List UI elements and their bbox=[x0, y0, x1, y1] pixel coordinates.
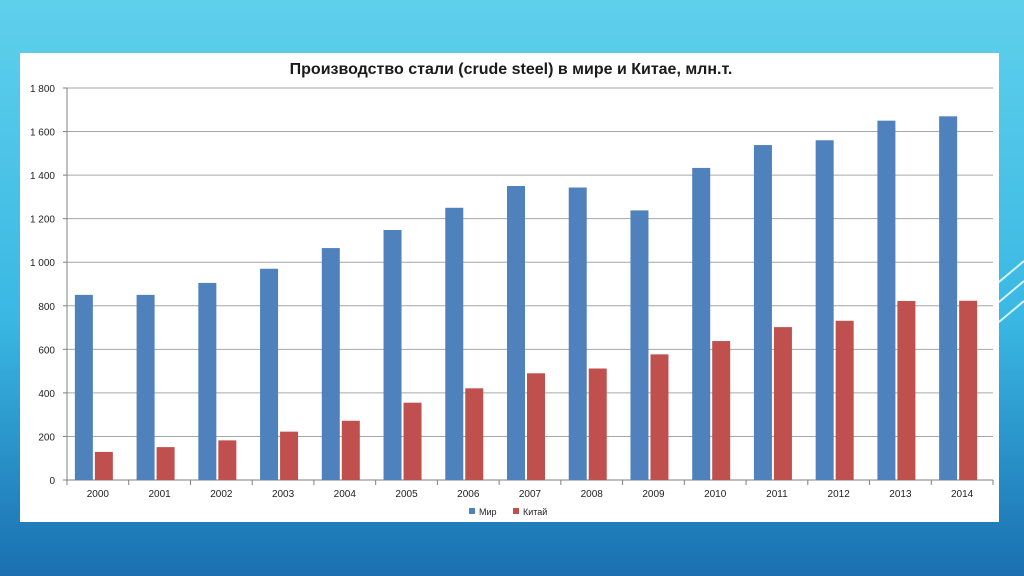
bar-Мир-2012 bbox=[815, 140, 834, 480]
x-tick-labels: 2000 2001 2002 2003 2004 2005 2006 2007 2008 2009… bbox=[87, 489, 974, 500]
x-tick-label: 2003 bbox=[272, 489, 295, 500]
bar-Китай-2000 bbox=[94, 451, 113, 480]
y-tick-label: 200 bbox=[38, 432, 55, 443]
bar-Мир-2000 bbox=[74, 294, 93, 480]
y-tick-label: 600 bbox=[38, 345, 55, 356]
y-tick-label: 1 400 bbox=[30, 171, 55, 182]
bar-Китай-2013 bbox=[897, 300, 916, 480]
x-tick-label: 2008 bbox=[581, 489, 604, 500]
bar-Мир-2002 bbox=[198, 282, 217, 480]
x-tick-label: 2013 bbox=[889, 489, 912, 500]
x-tick-label: 2014 bbox=[951, 489, 974, 500]
bar-Мир-2007 bbox=[507, 186, 525, 480]
legend-swatch-Китай bbox=[513, 508, 519, 514]
legend: Мир Китай bbox=[469, 507, 547, 517]
bar-Мир-2006 bbox=[445, 207, 464, 480]
x-tick-label: 2004 bbox=[334, 489, 357, 500]
gridlines bbox=[67, 87, 993, 437]
decorative-stripes bbox=[995, 250, 1024, 330]
y-tick-label: 800 bbox=[38, 302, 55, 313]
bar-Мир-2008 bbox=[568, 187, 587, 480]
bar-Китай-2006 bbox=[465, 388, 484, 480]
bar-Китай-2014 bbox=[959, 300, 978, 480]
y-tick-label: 0 bbox=[49, 476, 55, 487]
bar-Мир-2011 bbox=[753, 145, 772, 480]
bar-Мир-2014 bbox=[939, 116, 958, 481]
x-tick-label: 2006 bbox=[457, 489, 480, 500]
bar-chart: Производство стали (crude steel) в мире … bbox=[30, 61, 994, 517]
bar-Китай-2008 bbox=[588, 368, 607, 480]
bar-Китай-2005 bbox=[403, 402, 422, 480]
x-tick-label: 2001 bbox=[148, 489, 171, 500]
chart-panel: Производство стали (crude steel) в мире … bbox=[20, 53, 999, 522]
bar-Мир-2010 bbox=[692, 167, 711, 480]
x-tick-label: 2011 bbox=[766, 489, 788, 500]
bar-Китай-2011 bbox=[773, 327, 792, 480]
x-tick-label: 2010 bbox=[704, 489, 727, 500]
bar-Мир-2009 bbox=[630, 210, 649, 480]
bar-Китай-2012 bbox=[835, 320, 854, 480]
bar-Мир-2005 bbox=[383, 229, 402, 480]
x-tick-label: 2002 bbox=[210, 489, 233, 500]
y-tick-label: 1 800 bbox=[30, 84, 55, 95]
y-tick-label: 1 000 bbox=[30, 258, 55, 269]
legend-swatch-Мир bbox=[469, 508, 475, 514]
bar-Мир-2004 bbox=[321, 248, 340, 480]
y-tick-label: 400 bbox=[38, 389, 55, 400]
bar-Китай-2004 bbox=[341, 420, 360, 480]
bar-Китай-2007 bbox=[527, 373, 545, 480]
bar-Мир-2013 bbox=[877, 120, 896, 481]
y-tick-labels: 0 200 400 600 800 1 000 1 200 1 400 1 600 1 800 bbox=[30, 84, 55, 487]
bar-Китай-2010 bbox=[712, 341, 731, 480]
bar-Китай-2001 bbox=[156, 447, 175, 480]
y-tick-label: 1 200 bbox=[30, 215, 55, 226]
legend-label-Китай: Китай bbox=[523, 507, 547, 517]
x-tick-label: 2009 bbox=[642, 489, 665, 500]
bar-Мир-2001 bbox=[136, 294, 155, 480]
bar-Мир-2003 bbox=[260, 268, 279, 480]
x-tick-label: 2005 bbox=[395, 489, 418, 500]
x-tick-label: 2012 bbox=[828, 489, 851, 500]
bar-Китай-2003 bbox=[280, 431, 299, 480]
x-tick-label: 2000 bbox=[87, 489, 110, 500]
legend-label-Мир: Мир bbox=[479, 507, 497, 517]
bars bbox=[74, 116, 978, 481]
bar-Китай-2002 bbox=[218, 440, 237, 480]
x-tick-label: 2007 bbox=[519, 489, 542, 500]
chart-title: Производство стали (crude steel) в мире … bbox=[290, 61, 733, 78]
y-tick-label: 1 600 bbox=[30, 128, 55, 139]
bar-Китай-2009 bbox=[650, 354, 669, 480]
